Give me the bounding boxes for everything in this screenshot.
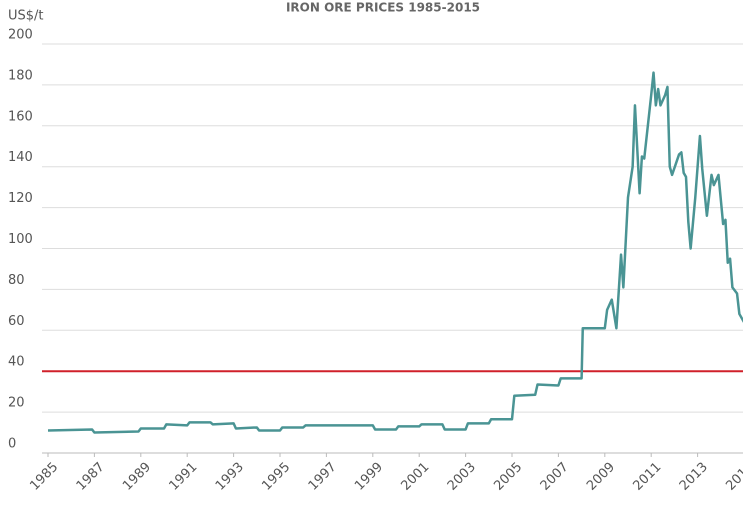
x-tick-label: 1991 (166, 460, 200, 494)
price-line (47, 71, 743, 434)
chart-title: IRON ORE PRICES 1985-2015 (286, 1, 480, 15)
y-tick-label: 160 (8, 109, 33, 124)
x-tick-label: 2013 (677, 460, 711, 494)
x-tick-label: 1989 (120, 460, 154, 494)
x-tick-label: 2009 (584, 460, 618, 494)
x-tick-label: 1997 (306, 460, 340, 494)
x-tick-label: 1995 (259, 460, 293, 494)
x-tick-label: 2011 (630, 460, 664, 494)
x-tick-label: 2001 (398, 460, 432, 494)
y-tick-label: 200 (8, 28, 33, 43)
x-tick-label: 1985 (27, 460, 61, 494)
y-tick-label: 80 (8, 273, 25, 288)
y-tick-label: 140 (8, 150, 33, 165)
y-tick-label: 100 (8, 232, 33, 247)
y-tick-label: 0 (8, 437, 16, 452)
x-tick-label: 1987 (74, 460, 108, 494)
y-tick-label: 20 (8, 396, 25, 411)
x-tick-label: 1999 (352, 460, 386, 494)
x-tick-label: 2015 (723, 460, 743, 494)
y-axis-label: US$/t (8, 9, 44, 24)
y-tick-label: 180 (8, 68, 33, 83)
x-tick-label: 2007 (538, 460, 572, 494)
y-tick-label: 40 (8, 355, 25, 370)
y-tick-label: 120 (8, 191, 33, 206)
x-tick-label: 2005 (491, 460, 525, 494)
y-tick-label: 60 (8, 314, 25, 329)
x-tick-label: 1993 (213, 460, 247, 494)
x-tick-label: 2003 (445, 460, 479, 494)
